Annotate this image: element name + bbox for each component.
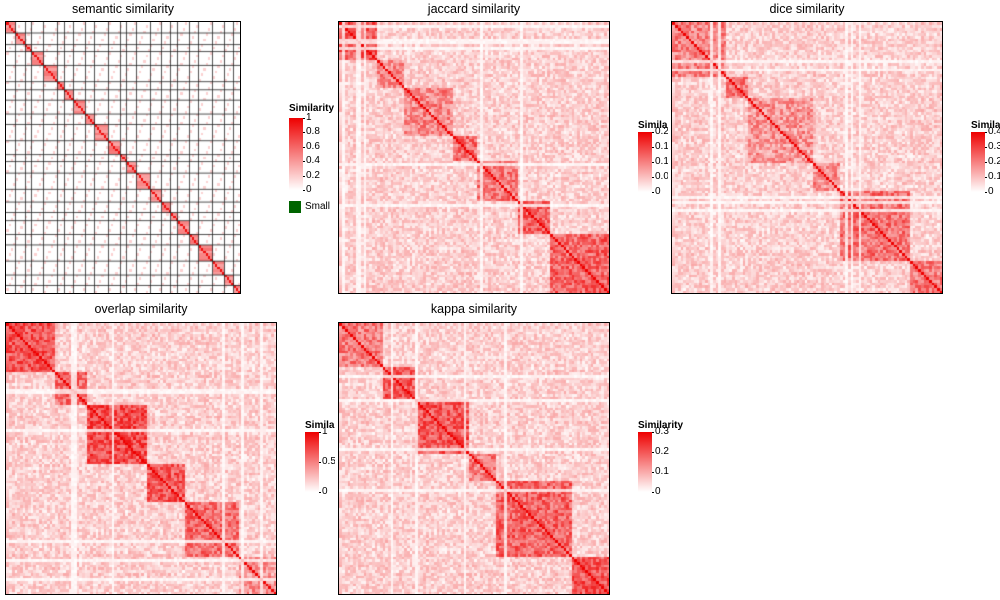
- heatmap-body: [338, 21, 610, 294]
- legend-tick-label: 0.3: [655, 426, 669, 437]
- legend-tick-mark: [985, 192, 987, 193]
- heatmap-body: [338, 322, 610, 595]
- legend-small-swatch: [289, 201, 301, 213]
- legend-tick-mark: [652, 162, 654, 163]
- legend-tick-label: 0.0: [655, 171, 668, 182]
- heatmap-body: [5, 322, 277, 595]
- heatmap-legend: Simila 1 0.5 0: [305, 420, 335, 500]
- legend-tick-label: 0.5: [322, 456, 335, 467]
- legend-tick-label: 0.1: [655, 466, 669, 477]
- legend-tick-label: 0.3: [988, 141, 1000, 152]
- legend-title: Simila: [971, 120, 1000, 131]
- legend-tick-mark: [303, 118, 305, 119]
- legend-colorbar: [971, 132, 985, 192]
- legend-tick-label: 0: [655, 486, 661, 497]
- legend-tick-label: 0.2: [306, 169, 320, 181]
- legend-title: Similarity: [638, 120, 668, 131]
- legend-tick-label: 0: [988, 186, 994, 197]
- legend-tick-mark: [303, 146, 305, 148]
- legend-tick-mark: [303, 132, 305, 134]
- legend-tick-label: 1: [322, 426, 328, 437]
- legend-tick-label: 0: [306, 184, 312, 195]
- legend-tick-mark: [652, 192, 654, 193]
- legend-tick-mark: [652, 452, 654, 453]
- legend-tick-label: 0.4: [306, 155, 320, 167]
- legend-tick-mark: [303, 161, 305, 163]
- legend-tick-mark: [652, 432, 654, 433]
- chart-title: overlap similarity: [94, 302, 188, 316]
- legend-tick-mark: [652, 472, 654, 473]
- chart-title: kappa similarity: [430, 302, 518, 316]
- legend-tick-mark: [303, 190, 305, 191]
- legend-tick-mark: [985, 162, 987, 163]
- heatmap-legend: Simila 0.4 0.3 0.2 0.1 0: [971, 120, 1000, 200]
- legend-title: Similarity: [289, 103, 334, 114]
- legend-tick-label: 0.1: [988, 171, 1000, 182]
- legend-tick-label: 0.1: [655, 141, 668, 152]
- legend-tick-mark: [652, 177, 654, 178]
- heatmap-legend: Similarity 0.2 0.1 0.1 0.0 0: [638, 120, 668, 200]
- legend-tick-label: 0: [655, 186, 661, 197]
- legend-tick-mark: [985, 147, 987, 148]
- legend-tick-label: 0.2: [988, 156, 1000, 167]
- legend-tick-label: 0.4: [988, 126, 1000, 137]
- legend-tick-label: 0.6: [306, 140, 320, 152]
- legend-tick-mark: [652, 492, 654, 493]
- legend-title: Similarity: [638, 420, 684, 431]
- chart-title: jaccard similarity: [427, 2, 521, 16]
- heatmap-legend: Similarity 0.3 0.2 0.1 0: [638, 420, 698, 500]
- legend-tick-mark: [652, 132, 654, 133]
- legend-small-label: Small: [305, 201, 331, 212]
- legend-tick-mark: [319, 462, 321, 463]
- legend-title: Simila: [305, 420, 335, 431]
- chart-title: dice similarity: [769, 2, 845, 16]
- legend-colorbar: [305, 432, 319, 492]
- legend-tick-mark: [303, 175, 305, 177]
- legend-tick-label: 0.8: [306, 126, 320, 138]
- legend-tick-label: 0.2: [655, 446, 669, 457]
- legend-tick-mark: [985, 132, 987, 133]
- legend-colorbar: [638, 432, 652, 492]
- heatmap-body: [5, 21, 241, 294]
- legend-tick-label: 0.2: [655, 126, 668, 137]
- legend-colorbar: [638, 132, 652, 192]
- chart-title: semantic similarity: [71, 2, 175, 16]
- legend-tick-label: 1: [306, 112, 312, 123]
- heatmap-legend: Similarity 1 0.8 0.6 0.4 0.2 0 Small: [289, 103, 334, 223]
- legend-tick-mark: [652, 147, 654, 148]
- legend-colorbar: [289, 118, 303, 190]
- legend-tick-label: 0: [322, 486, 328, 497]
- legend-tick-label: 0.1: [655, 156, 668, 167]
- legend-tick-mark: [985, 177, 987, 178]
- legend-tick-mark: [319, 492, 321, 493]
- heatmap-body: [671, 21, 943, 294]
- legend-tick-mark: [319, 432, 321, 433]
